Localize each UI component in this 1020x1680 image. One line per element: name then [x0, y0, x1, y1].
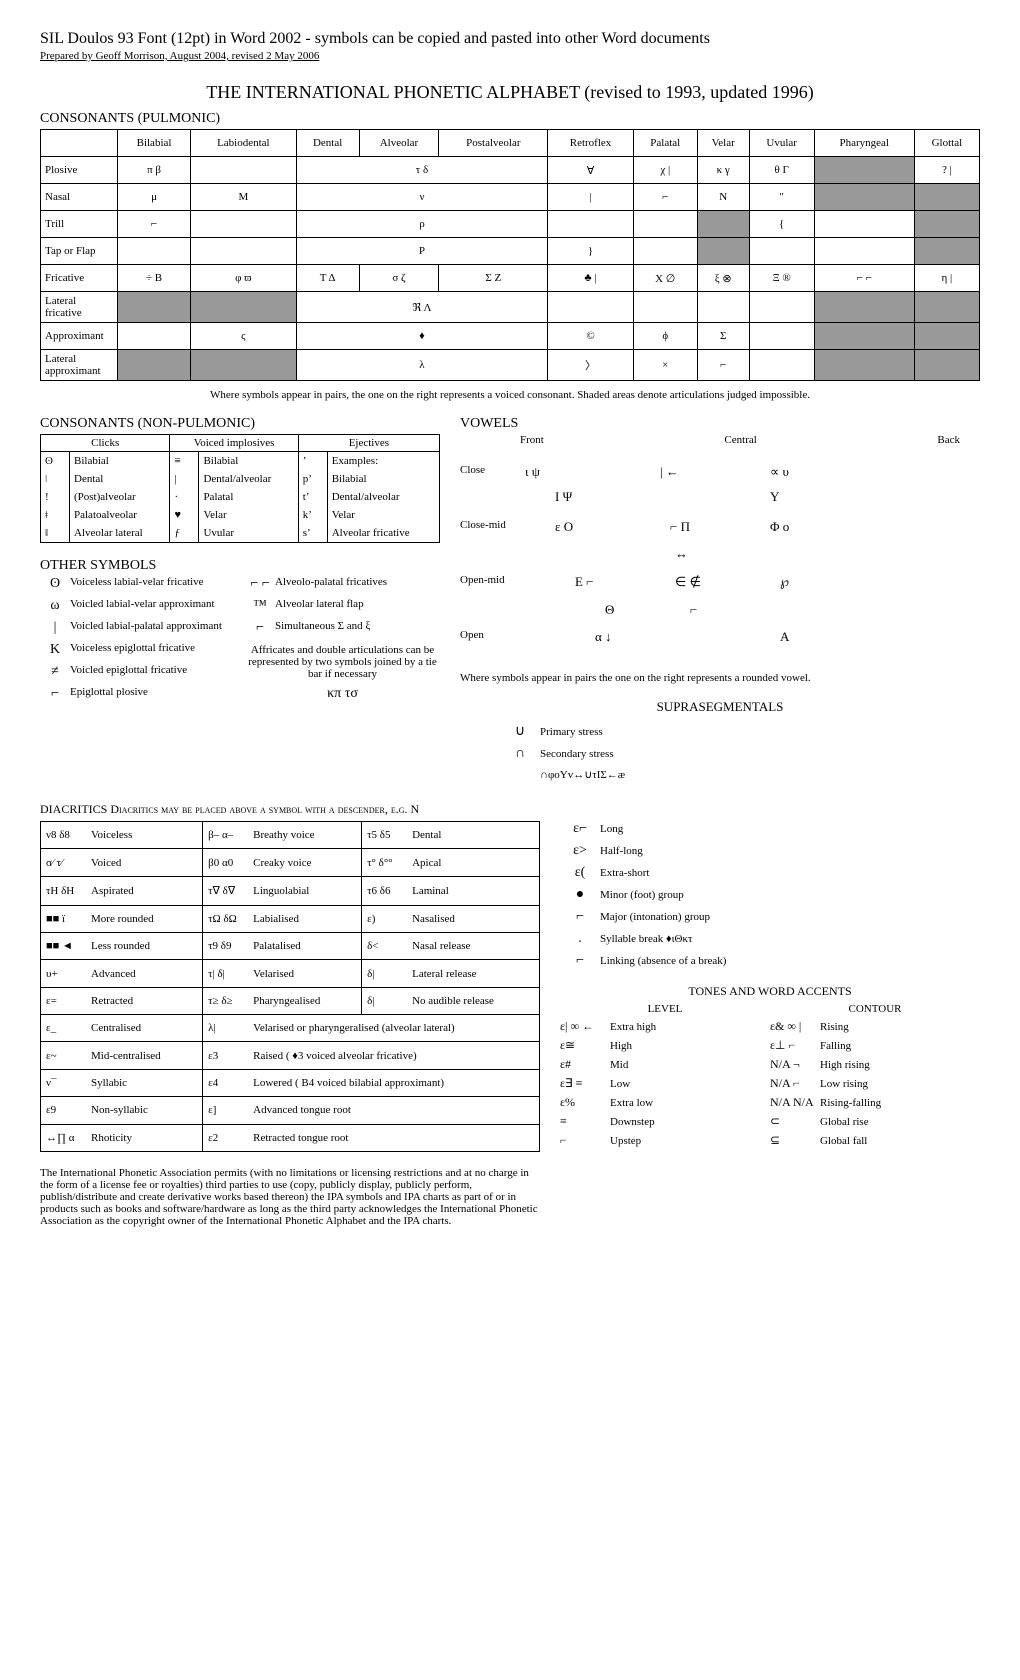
- consonants-table: BilabialLabiodentalDentalAlveolarPostalv…: [40, 129, 980, 381]
- vowel-row-open: Open: [460, 629, 484, 641]
- vowel-col-central: Central: [724, 434, 756, 446]
- subheader: Prepared by Geoff Morrison, August 2004,…: [40, 50, 980, 62]
- other-symbols-title: OTHER SYMBOLS: [40, 558, 440, 574]
- main-title: THE INTERNATIONAL PHONETIC ALPHABET (rev…: [40, 82, 980, 103]
- vowel-chart: Front Central Back Close Close-mid Open-…: [460, 434, 980, 664]
- diacritics-table: ν8 δ8Voicelessβ– α–Breathy voiceτ5 δ5Den…: [40, 821, 540, 1152]
- diacritics-title: DIACRITICS Diacritics may be placed abov…: [40, 802, 980, 817]
- tones-title: TONES AND WORD ACCENTS: [560, 984, 980, 999]
- vowels-title: VOWELS: [460, 416, 980, 432]
- suprasegmentals-title: SUPRASEGMENTALS: [460, 699, 980, 715]
- vowel-row-openmid: Open-mid: [460, 574, 505, 586]
- consonants-note: Where symbols appear in pairs, the one o…: [40, 389, 980, 401]
- vowel-col-front: Front: [520, 434, 544, 446]
- pulmonic-title: CONSONANTS (PULMONIC): [40, 111, 980, 127]
- affricates-note: Affricates and double articulations can …: [245, 644, 440, 680]
- vowel-note: Where symbols appear in pairs the one on…: [460, 672, 980, 684]
- footer-text: The International Phonetic Association p…: [40, 1167, 540, 1227]
- tones-contour-title: CONTOUR: [770, 1003, 980, 1015]
- header: SIL Doulos 93 Font (12pt) in Word 2002 -…: [40, 30, 980, 48]
- nonpulmonic-table: ClicksVoiced implosivesEjectives ʘBilabi…: [40, 434, 440, 543]
- nonpulmonic-title: CONSONANTS (NON-PULMONIC): [40, 416, 440, 432]
- vowel-row-closemid: Close-mid: [460, 519, 506, 531]
- tones-level-title: LEVEL: [560, 1003, 770, 1015]
- affricates-example: κπ τσ: [245, 686, 440, 702]
- vowel-row-close: Close: [460, 464, 485, 476]
- vowel-col-back: Back: [937, 434, 960, 446]
